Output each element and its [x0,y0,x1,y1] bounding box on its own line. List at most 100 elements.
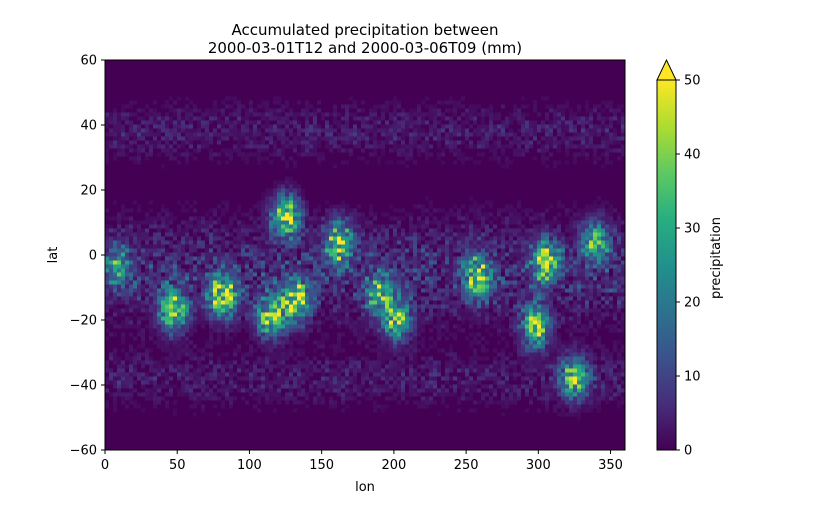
heatmap-cell [473,116,477,121]
heatmap-cell [197,276,201,281]
heatmap-cell [429,244,433,249]
heatmap-cell [417,296,421,301]
heatmap-cell [293,204,297,209]
heatmap-cell [185,244,189,249]
heatmap-cell [369,252,373,257]
heatmap-cell [241,272,245,277]
heatmap-cell [149,296,153,301]
heatmap-cell [265,312,269,317]
heatmap-cell [589,140,593,145]
heatmap-cell [237,128,241,133]
heatmap-cell [105,144,109,149]
heatmap-cell [385,316,389,321]
heatmap-cell [289,284,293,289]
heatmap-cell [357,328,361,333]
heatmap-cell [313,268,317,273]
heatmap-cell [405,240,409,245]
heatmap-cell [361,288,365,293]
heatmap-cell [197,272,201,277]
heatmap-cell [189,152,193,157]
heatmap-cell [537,260,541,265]
heatmap-cell [581,216,585,221]
heatmap-cell [149,216,153,221]
heatmap-cell [285,224,289,229]
heatmap-cell [269,200,273,205]
heatmap-cell [157,260,161,265]
heatmap-cell [493,320,497,325]
heatmap-cell [129,288,133,293]
heatmap-cell [485,212,489,217]
heatmap-cell [469,224,473,229]
heatmap-cell [469,228,473,233]
heatmap-cell [601,244,605,249]
heatmap-cell [453,140,457,145]
heatmap-cell [509,288,513,293]
heatmap-cell [209,284,213,289]
heatmap-cell [181,288,185,293]
heatmap-cell [329,216,333,221]
heatmap-cell [473,300,477,305]
heatmap-cell [313,236,317,241]
heatmap-cell [269,272,273,277]
heatmap-cell [261,284,265,289]
heatmap-cell [493,128,497,133]
heatmap-cell [209,156,213,161]
heatmap-cell [149,200,153,205]
heatmap-cell [493,292,497,297]
heatmap-cell [261,332,265,337]
heatmap-cell [489,120,493,125]
heatmap-cell [529,220,533,225]
heatmap-cell [473,252,477,257]
heatmap-cell [433,120,437,125]
heatmap-cell [117,236,121,241]
heatmap-cell [549,204,553,209]
heatmap-cell [201,216,205,221]
heatmap-cell [577,120,581,125]
heatmap-cell [249,224,253,229]
heatmap-cell [537,304,541,309]
heatmap-cell [233,236,237,241]
heatmap-cell [133,220,137,225]
heatmap-cell [421,328,425,333]
heatmap-cell [233,272,237,277]
heatmap-cell [201,288,205,293]
heatmap-cell [333,208,337,213]
heatmap-cell [541,136,545,141]
heatmap-cell [509,120,513,125]
heatmap-cell [245,124,249,129]
heatmap-cell [145,276,149,281]
heatmap-cell [509,220,513,225]
heatmap-cell [489,284,493,289]
heatmap-cell [441,152,445,157]
heatmap-cell [589,112,593,117]
heatmap-cell [337,236,341,241]
heatmap-cell [377,116,381,121]
heatmap-cell [529,312,533,317]
heatmap-cell [197,236,201,241]
heatmap-cell [569,280,573,285]
heatmap-cell [485,268,489,273]
heatmap-cell [361,312,365,317]
heatmap-cell [417,120,421,125]
heatmap-cell [317,232,321,237]
heatmap-cell [289,180,293,185]
heatmap-cell [385,236,389,241]
heatmap-cell [285,128,289,133]
heatmap-cell [173,284,177,289]
heatmap-cell [237,300,241,305]
heatmap-cell [365,288,369,293]
heatmap-cell [533,256,537,261]
heatmap-cell [437,100,441,105]
heatmap-cell [609,104,613,109]
heatmap-cell [441,304,445,309]
heatmap-cell [349,232,353,237]
heatmap-cell [189,132,193,137]
heatmap-cell [509,116,513,121]
heatmap-cell [269,196,273,201]
heatmap-cell [597,128,601,133]
heatmap-cell [373,324,377,329]
heatmap-cell [353,228,357,233]
heatmap-cell [609,228,613,233]
heatmap-cell [481,112,485,117]
heatmap-cell [349,324,353,329]
